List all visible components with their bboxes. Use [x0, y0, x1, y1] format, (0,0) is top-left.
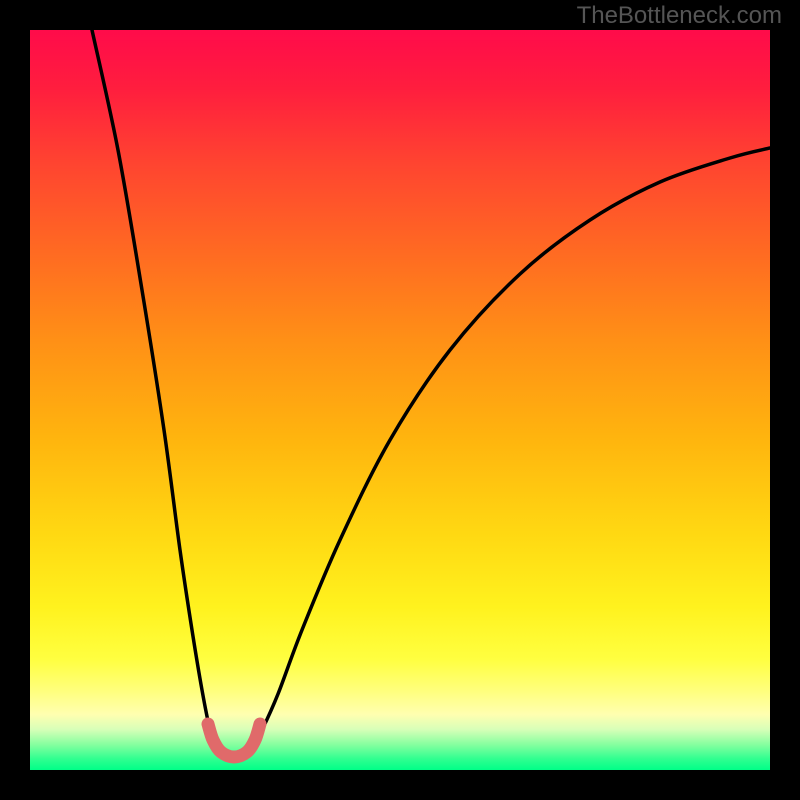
chart-frame: TheBottleneck.com [0, 0, 800, 800]
watermark-text: TheBottleneck.com [577, 2, 782, 30]
curve-layer [30, 30, 770, 770]
bottleneck-curve [92, 30, 770, 756]
plot-area [30, 30, 770, 770]
trough-marker [208, 724, 260, 757]
